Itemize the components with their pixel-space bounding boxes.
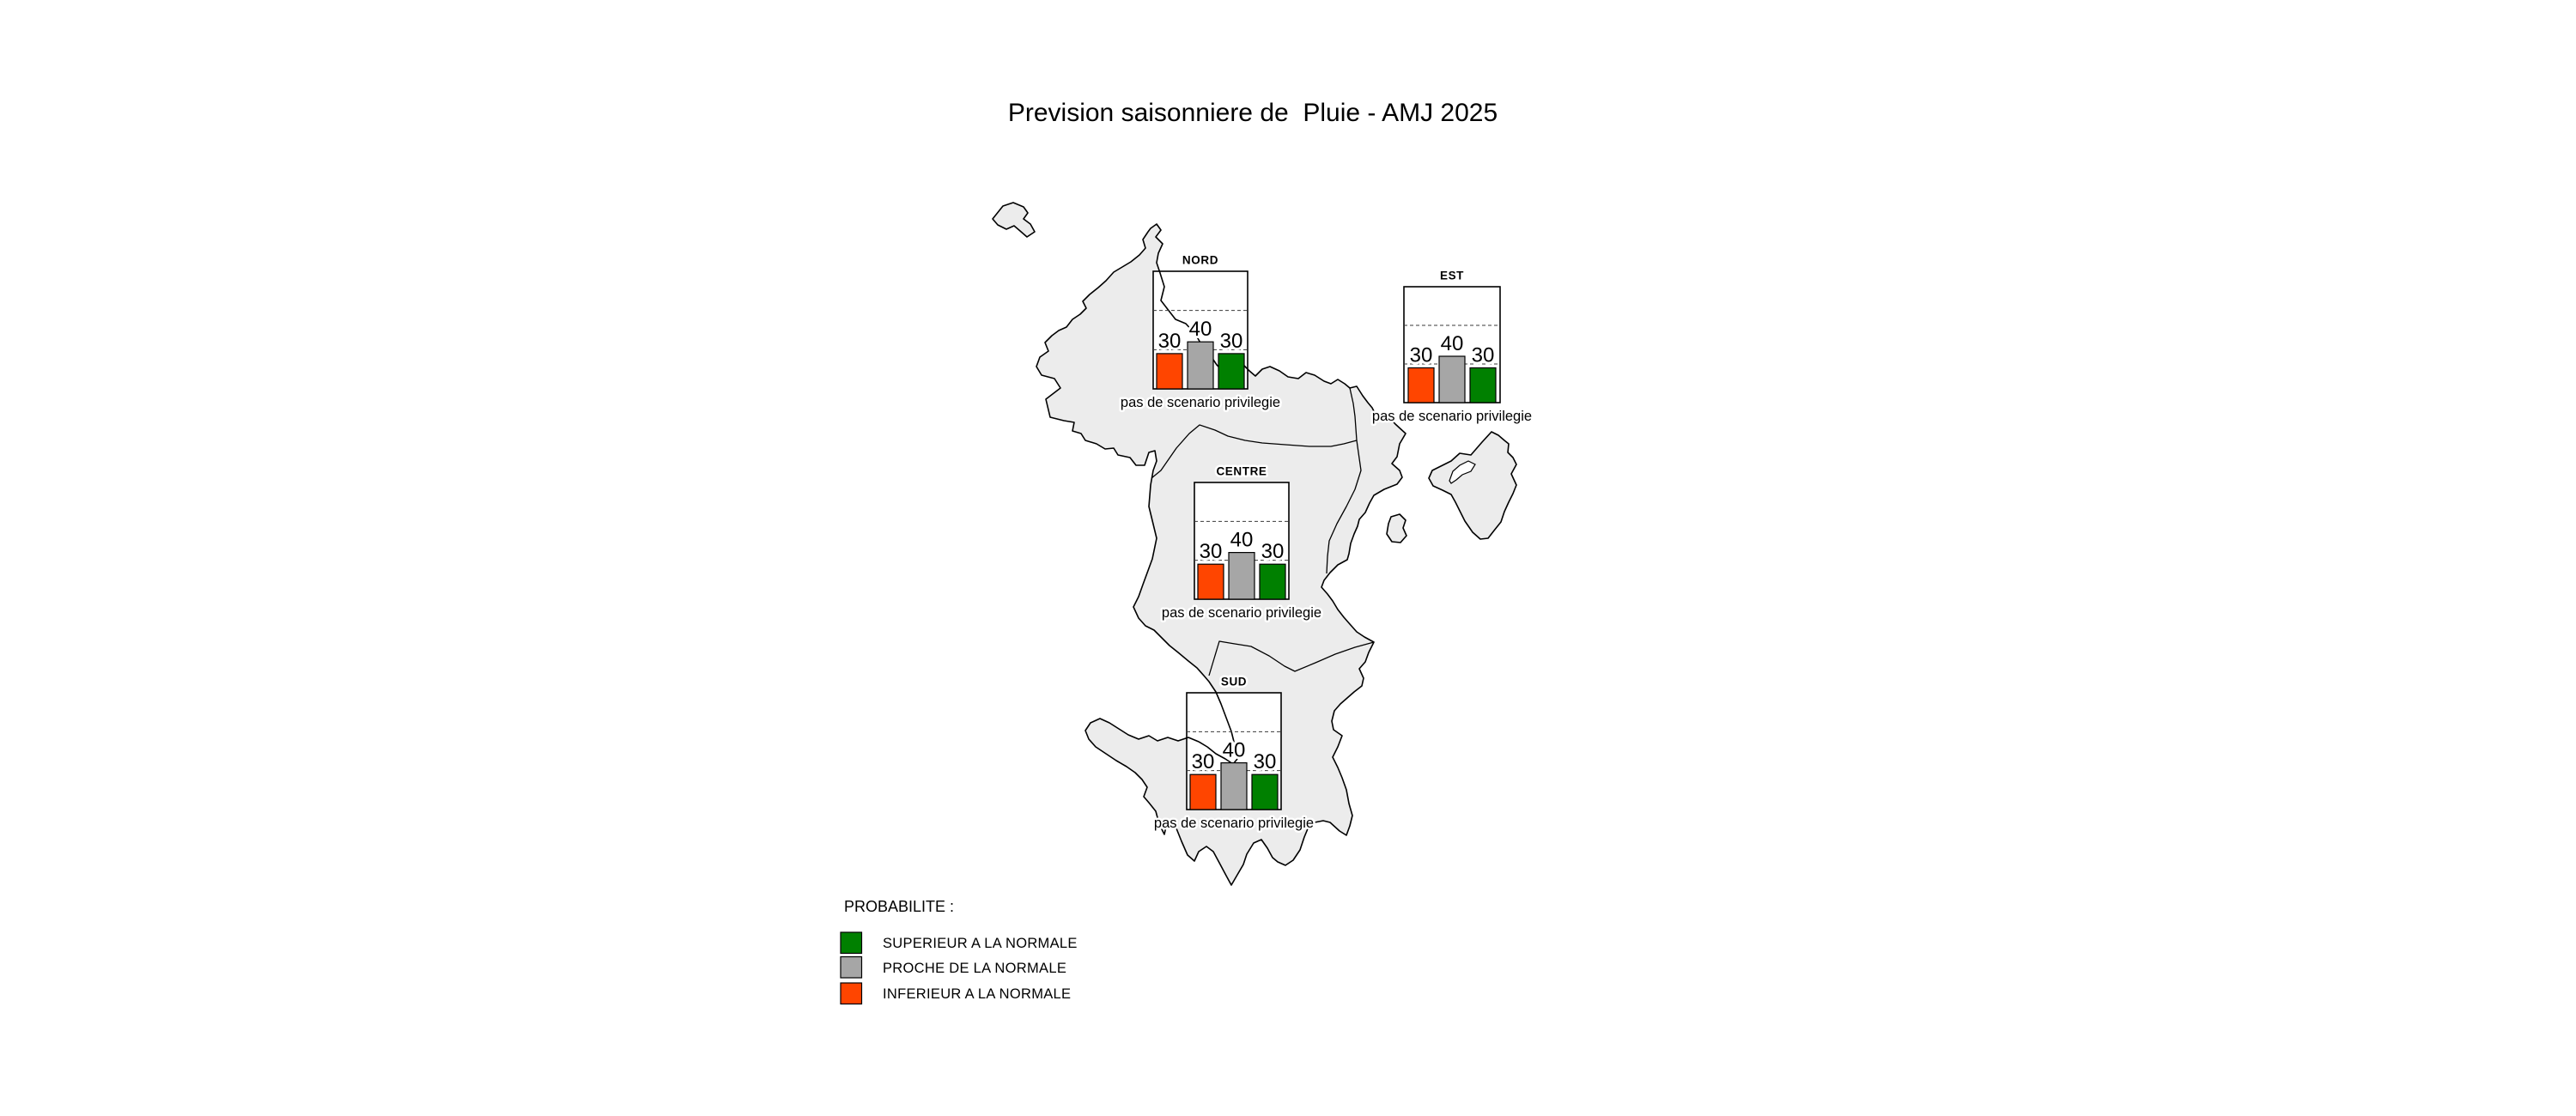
coastline-northwest-islet xyxy=(992,202,1036,238)
bar-value-label: 30 xyxy=(1192,750,1215,773)
legend-swatch-superieur xyxy=(840,931,863,955)
region-name-label: SUD xyxy=(1221,676,1247,688)
scenario-note: pas de scenario privilegie xyxy=(1372,409,1532,424)
bar-value-label: 40 xyxy=(1230,529,1254,552)
legend-swatch-inferieur xyxy=(840,982,863,1005)
bar-value-label: 30 xyxy=(1254,750,1277,773)
legend-title: PROBABILITE : xyxy=(844,898,954,915)
region-charts: 30 40 30 NORD pas de scenario privilegie 30 4… xyxy=(1118,252,1534,834)
island-petite-terre-fill xyxy=(1429,432,1516,539)
petite-terre-crater-lake xyxy=(1449,460,1476,484)
legend-label-superieur: SUPERIEUR A LA NORMALE xyxy=(883,936,1078,951)
bar-proche xyxy=(1220,761,1248,810)
bar-superieur xyxy=(1259,563,1286,600)
map-linework xyxy=(992,202,1517,886)
region-chart-centre: 30 40 30 CENTRE pas de scenario privilegie xyxy=(1159,463,1323,623)
boundary-centre-sud xyxy=(1208,640,1375,676)
bar-value-label: 30 xyxy=(1410,344,1433,367)
bar-proche xyxy=(1228,551,1255,600)
island-northwest-islet-fill xyxy=(993,203,1035,237)
region-name-label: EST xyxy=(1440,270,1464,282)
region-chart-sud: 30 40 30 SUD pas de scenario privilegie xyxy=(1151,673,1315,834)
bar-proche xyxy=(1187,341,1214,390)
legend: PROBABILITE : SUPERIEUR A LA NORMALE PRO… xyxy=(840,898,1078,1005)
bar-value-label: 40 xyxy=(1441,332,1464,355)
bar-inferieur xyxy=(1189,773,1217,810)
legend-label-proche: PROCHE DE LA NORMALE xyxy=(883,961,1066,976)
bar-value-label: 40 xyxy=(1189,318,1212,341)
bar-value-label: 30 xyxy=(1158,330,1182,353)
coastline-petite-terre xyxy=(1428,431,1517,540)
bar-value-label: 30 xyxy=(1220,330,1243,353)
region-chart-nord: 30 40 30 NORD pas de scenario privilegie xyxy=(1118,252,1282,413)
figure-title: Prevision saisonniere de Pluie - AMJ 202… xyxy=(1008,99,1498,127)
bar-value-label: 30 xyxy=(1261,540,1285,563)
bar-inferieur xyxy=(1407,367,1435,403)
bar-value-label: 30 xyxy=(1472,344,1495,367)
bar-inferieur xyxy=(1156,353,1183,390)
boundary-nord-centre xyxy=(1151,424,1358,479)
coastline-grande-terre xyxy=(1036,223,1406,886)
boundary-est xyxy=(1326,387,1362,574)
bar-proche xyxy=(1438,355,1466,403)
legend-swatch-proche xyxy=(840,955,863,979)
bar-value-label: 30 xyxy=(1200,540,1223,563)
bar-superieur xyxy=(1251,773,1279,810)
coastline-southeast-islet xyxy=(1386,513,1407,543)
scenario-note: pas de scenario privilegie xyxy=(1154,816,1314,831)
island-southeast-islet-fill xyxy=(1387,514,1406,543)
region-name-label: NORD xyxy=(1182,254,1218,267)
bar-superieur xyxy=(1469,367,1497,403)
region-name-label: CENTRE xyxy=(1216,465,1267,478)
legend-label-inferieur: INFERIEUR A LA NORMALE xyxy=(883,986,1071,1002)
bar-inferieur xyxy=(1197,563,1224,600)
region-chart-est: 30 40 30 EST pas de scenario privilegie xyxy=(1370,267,1534,427)
bar-superieur xyxy=(1218,353,1245,390)
bar-value-label: 40 xyxy=(1223,739,1246,762)
scenario-note: pas de scenario privilegie xyxy=(1162,605,1321,621)
scenario-note: pas de scenario privilegie xyxy=(1121,395,1280,410)
